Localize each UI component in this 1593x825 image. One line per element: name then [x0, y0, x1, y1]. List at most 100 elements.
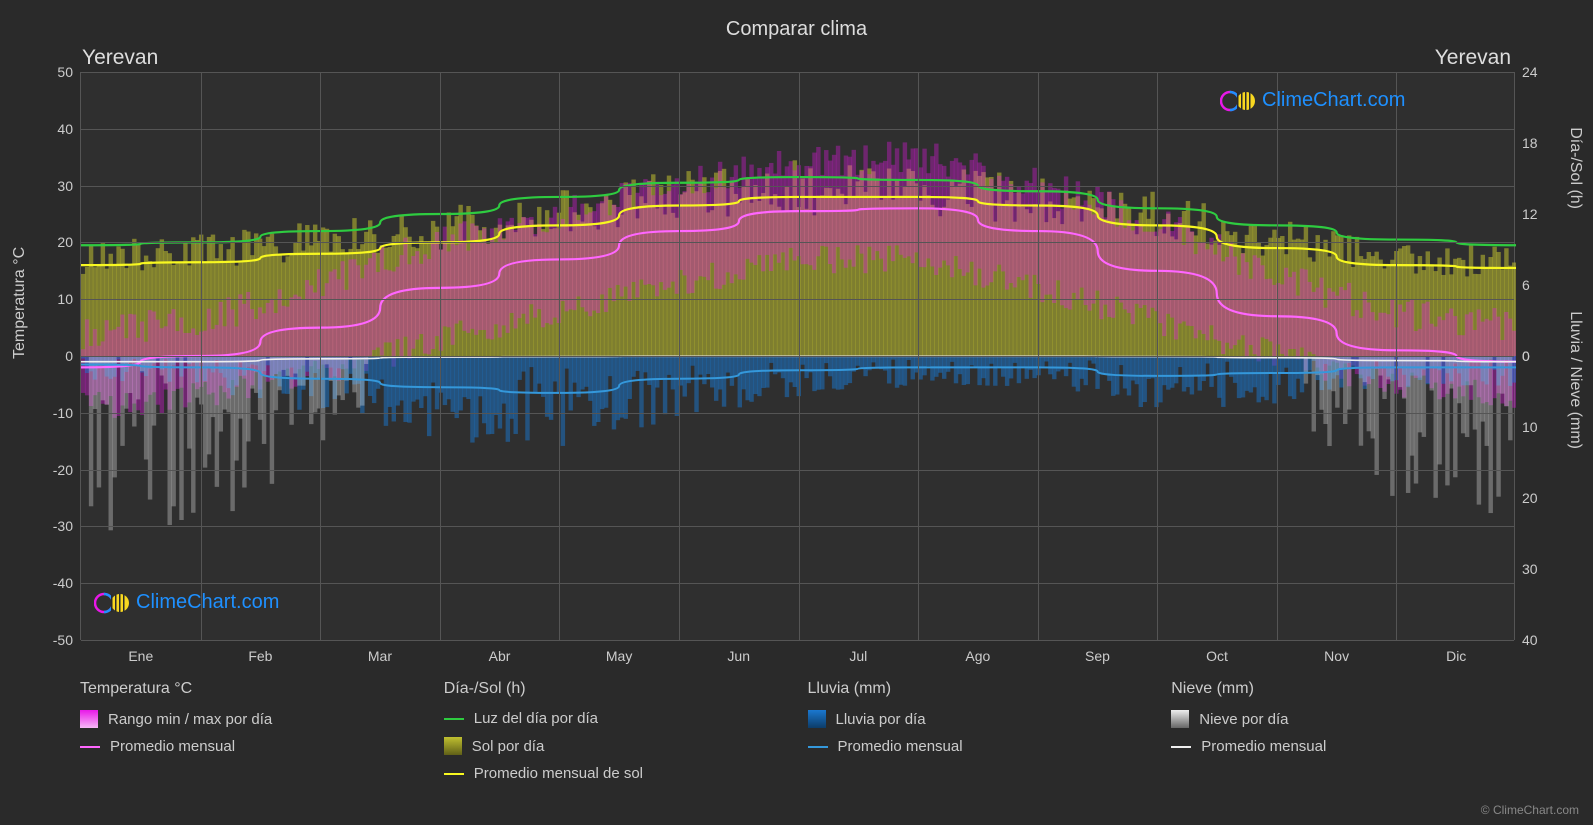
legend-column: Lluvia (mm) Lluvia por día Promedio mensua… [808, 680, 1152, 782]
swatch-icon [808, 710, 826, 728]
gridline-h [81, 356, 1514, 357]
legend-label: Rango min / max por día [108, 711, 272, 728]
copyright-text: © ClimeChart.com [1481, 803, 1579, 817]
legend-label: Luz del día por día [474, 710, 598, 727]
x-tick-month: Jul [849, 648, 867, 664]
legend-column: Temperatura °C Rango min / max por día Pro… [80, 680, 424, 782]
x-tick-month: Feb [248, 648, 272, 664]
y-tick-left: 30 [57, 178, 73, 194]
line-icon [444, 773, 464, 775]
x-tick-month: Ene [128, 648, 153, 664]
y-axis-left-label: Temperatura °C [11, 247, 29, 359]
logo-icon [94, 590, 130, 614]
gridline-h [81, 640, 1514, 641]
legend-label: Lluvia por día [836, 711, 926, 728]
line-icon [1171, 746, 1191, 748]
legend-item: Promedio mensual [1171, 738, 1515, 755]
gridline-h [81, 242, 1514, 243]
y-tick-left: -40 [53, 575, 73, 591]
y-tick-left: 10 [57, 291, 73, 307]
y-tick-left: -50 [53, 632, 73, 648]
gridline-h [81, 129, 1514, 130]
gridline-v [320, 72, 321, 640]
gridline-h [81, 470, 1514, 471]
y-tick-left: -30 [53, 518, 73, 534]
gridline-v [440, 72, 441, 640]
gridline-v [1396, 72, 1397, 640]
y-tick-left: 40 [57, 121, 73, 137]
watermark-bottom: ClimeChart.com [94, 590, 279, 614]
y-tick-right-hours: 18 [1522, 135, 1538, 151]
swatch-icon [444, 737, 462, 755]
legend-column: Día-/Sol (h)Luz del día por díaSol por d… [444, 680, 788, 782]
y-tick-right-mm: 20 [1522, 490, 1538, 506]
y-axis-right-top-label: Día-/Sol (h) [1566, 127, 1584, 209]
gridline-v [679, 72, 680, 640]
gridline-v [799, 72, 800, 640]
legend-item: Promedio mensual de sol [444, 765, 788, 782]
gridline-h [81, 583, 1514, 584]
y-tick-right-mm: 10 [1522, 419, 1538, 435]
watermark-text: ClimeChart.com [1262, 89, 1405, 112]
gridline-v [1277, 72, 1278, 640]
x-tick-month: Ago [965, 648, 990, 664]
y-tick-left: 50 [57, 64, 73, 80]
gridline-h [81, 72, 1514, 73]
gridline-v [1157, 72, 1158, 640]
y-tick-right-mm: 40 [1522, 632, 1538, 648]
gridline-v [918, 72, 919, 640]
x-tick-month: Abr [489, 648, 511, 664]
line-icon [80, 746, 100, 748]
gridline-v [201, 72, 202, 640]
legend-item: Promedio mensual [80, 738, 424, 755]
gridline-v [1038, 72, 1039, 640]
gridline-h [81, 413, 1514, 414]
watermark-text: ClimeChart.com [136, 591, 279, 614]
location-label-right: Yerevan [1435, 46, 1511, 70]
y-tick-right-mm: 30 [1522, 561, 1538, 577]
y-tick-right-mm: 0 [1522, 348, 1530, 364]
chart-title: Comparar clima [0, 0, 1593, 41]
line-icon [444, 718, 464, 720]
x-tick-month: Jun [727, 648, 750, 664]
y-axis-right-bottom-label: Lluvia / Nieve (mm) [1566, 311, 1584, 449]
legend-item: Rango min / max por día [80, 710, 424, 728]
legend-header: Temperatura °C [80, 680, 424, 698]
legend-item: Nieve por día [1171, 710, 1515, 728]
legend-label: Nieve por día [1199, 711, 1288, 728]
y-tick-right-hours: 24 [1522, 64, 1538, 80]
x-tick-month: Mar [368, 648, 392, 664]
y-tick-left: -10 [53, 405, 73, 421]
gridline-h [81, 186, 1514, 187]
y-tick-right-hours: 6 [1522, 277, 1530, 293]
x-tick-month: May [606, 648, 632, 664]
legend-header: Nieve (mm) [1171, 680, 1515, 698]
legend-item: Promedio mensual [808, 738, 1152, 755]
legend: Temperatura °C Rango min / max por día Pro… [80, 680, 1515, 782]
legend-header: Lluvia (mm) [808, 680, 1152, 698]
x-tick-month: Oct [1206, 648, 1228, 664]
legend-item: Lluvia por día [808, 710, 1152, 728]
legend-item: Sol por día [444, 737, 788, 755]
gridline-h [81, 299, 1514, 300]
x-tick-month: Dic [1446, 648, 1466, 664]
legend-label: Promedio mensual [838, 738, 963, 755]
legend-item: Luz del día por día [444, 710, 788, 727]
swatch-icon [80, 710, 98, 728]
legend-label: Promedio mensual [1201, 738, 1326, 755]
legend-label: Promedio mensual [110, 738, 235, 755]
x-tick-month: Nov [1324, 648, 1349, 664]
gridline-v [559, 72, 560, 640]
y-tick-right-hours: 12 [1522, 206, 1538, 222]
climate-chart: Comparar clima Yerevan Yerevan Temperatu… [0, 0, 1593, 825]
x-tick-month: Sep [1085, 648, 1110, 664]
y-tick-left: -20 [53, 462, 73, 478]
legend-label: Promedio mensual de sol [474, 765, 643, 782]
location-label-left: Yerevan [82, 46, 158, 70]
swatch-icon [1171, 710, 1189, 728]
y-tick-left: 20 [57, 234, 73, 250]
gridline-h [81, 526, 1514, 527]
logo-icon [1220, 88, 1256, 112]
legend-column: Nieve (mm) Nieve por día Promedio mensual [1171, 680, 1515, 782]
watermark-top: ClimeChart.com [1220, 88, 1405, 112]
